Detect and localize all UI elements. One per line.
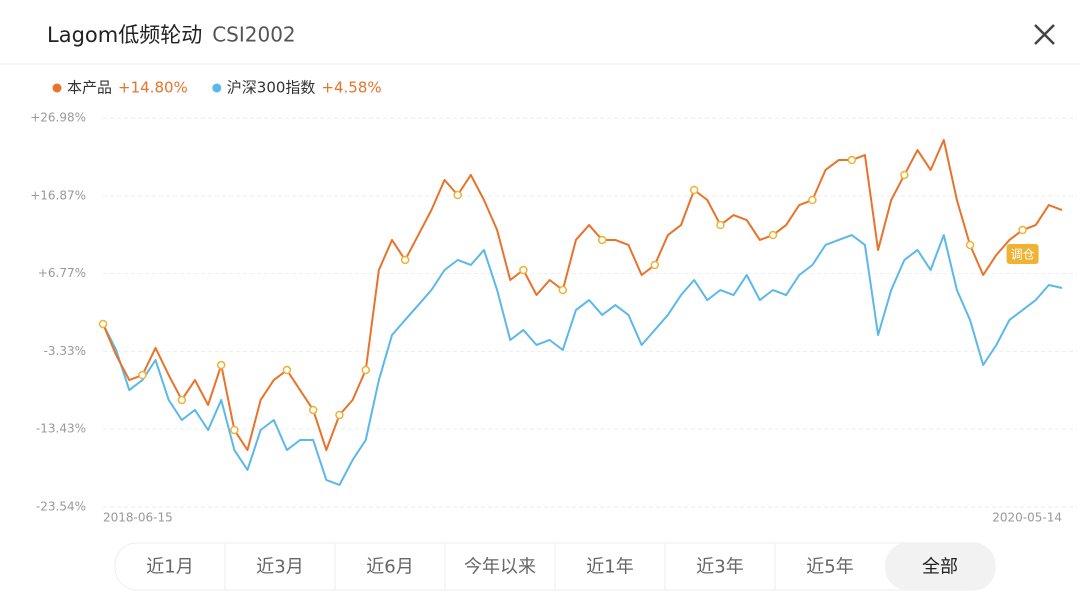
rebalance-marker	[597, 235, 607, 245]
tab-label: 近3年	[696, 557, 743, 578]
legend-swatch	[212, 83, 222, 93]
legend-change: +14.80%	[118, 79, 188, 97]
tab-selected-bg	[885, 543, 995, 590]
y-tick-label: +26.98%	[30, 111, 86, 125]
y-tick-label: -13.43%	[36, 422, 86, 436]
rebalance-marker	[519, 265, 528, 275]
rebalance-marker	[768, 230, 778, 240]
rebalance-marker	[558, 285, 568, 295]
tab[interactable]: 近3月	[224, 543, 304, 590]
legend-label: 本产品	[67, 79, 112, 97]
annotation: 调仓	[1011, 248, 1035, 262]
rebalance-marker	[900, 170, 909, 180]
rebalance-marker	[808, 195, 817, 205]
y-tick-label: -23.54%	[36, 500, 86, 514]
tab-label: 今年以来	[464, 557, 536, 578]
tab-label: 近1年	[586, 557, 633, 578]
rebalance-marker	[361, 365, 370, 375]
rebalance-marker	[177, 395, 187, 405]
legend-label: 沪深300指数	[227, 79, 316, 97]
rebalance-marker	[308, 405, 318, 415]
rebalance-marker	[138, 370, 147, 380]
close-button[interactable]	[1034, 24, 1055, 45]
tab-label: 近3月	[256, 557, 303, 578]
rebalance-marker	[216, 360, 226, 370]
tab[interactable]: 近1月	[146, 557, 193, 578]
rebalance-marker	[335, 410, 344, 420]
tab[interactable]: 近3年	[664, 543, 744, 590]
tab-label: 近1月	[146, 557, 193, 578]
title: Lagom低频轮动	[47, 23, 202, 47]
tab[interactable]: 近5年	[774, 543, 854, 590]
rebalance-marker	[400, 255, 410, 265]
tab-label: 近5年	[806, 557, 853, 578]
y-tick-label: +16.87%	[30, 188, 86, 202]
x-tick-label: 2018-06-15	[103, 511, 173, 525]
tab[interactable]: 全部	[885, 543, 995, 590]
tab[interactable]: 近6月	[334, 543, 414, 590]
rebalance-marker	[689, 185, 699, 195]
rebalance-marker	[716, 220, 725, 230]
tab-label: 全部	[922, 557, 958, 578]
tab[interactable]: 今年以来	[444, 543, 536, 590]
y-tick-label: -3.33%	[44, 344, 86, 358]
tab-label: 近6月	[366, 557, 413, 578]
tab[interactable]: 近1年	[554, 543, 634, 590]
rebalance-marker	[847, 155, 857, 165]
series-line	[102, 139, 1063, 452]
rebalance-marker	[650, 260, 660, 270]
rebalance-marker	[98, 319, 108, 329]
rebalance-marker	[1018, 225, 1027, 235]
y-tick-label: +6.77%	[38, 266, 86, 280]
rebalance-marker	[230, 425, 239, 435]
x-tick-label: 2020-05-14	[992, 511, 1062, 525]
annotation-box	[1006, 244, 1039, 265]
legend-swatch	[52, 83, 62, 93]
rebalance-marker	[453, 190, 462, 200]
rebalance-marker	[282, 365, 292, 375]
legend-change: +4.58%	[321, 79, 381, 97]
series-line	[102, 234, 1063, 486]
code: CSI2002	[212, 23, 295, 47]
rebalance-marker	[965, 240, 975, 250]
